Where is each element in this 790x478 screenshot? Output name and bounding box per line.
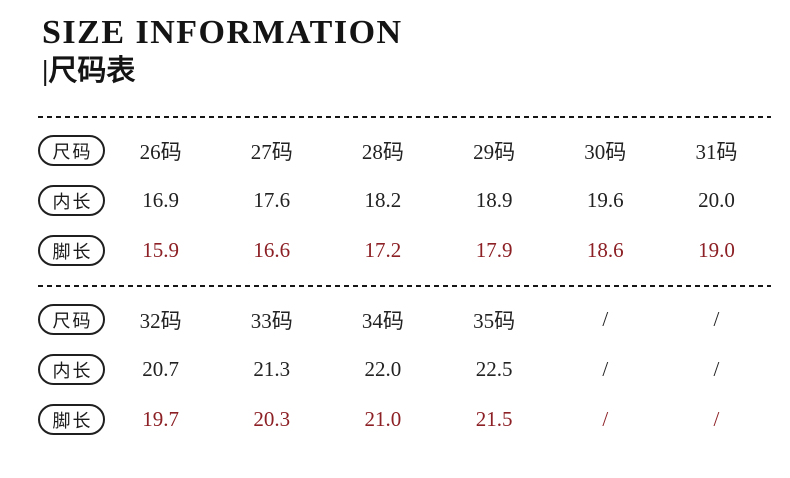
inner-length-cell: 20.0 bbox=[698, 188, 735, 212]
inner-length-cell: 16.9 bbox=[142, 188, 179, 212]
inner-length-cell: / bbox=[602, 357, 609, 381]
row-cells: 32码 33码 34码 35码 / / bbox=[105, 305, 772, 335]
foot-length-cell: 19.0 bbox=[698, 238, 735, 262]
foot-length-cell: 21.0 bbox=[364, 407, 402, 431]
size-cell: 31码 bbox=[695, 139, 738, 164]
size-cell: 34码 bbox=[361, 308, 404, 333]
table-row-inner-length: 内长 20.7 21.3 22.0 22.5 / / bbox=[38, 354, 772, 385]
size-cell: 28码 bbox=[361, 139, 404, 164]
inner-length-cell: 22.0 bbox=[364, 357, 402, 381]
row-label: 脚长 bbox=[52, 410, 93, 431]
foot-length-cell: 15.9 bbox=[142, 238, 179, 262]
row-label-pill-foot-length: 脚长 bbox=[38, 235, 105, 266]
foot-length-cell: / bbox=[602, 407, 609, 431]
foot-length-cell: 16.6 bbox=[253, 238, 291, 262]
row-cells: 16.9 17.6 18.2 18.9 19.6 20.0 bbox=[105, 188, 772, 213]
inner-length-cell: 19.6 bbox=[586, 188, 624, 212]
inner-length-cell: 22.5 bbox=[475, 357, 513, 381]
row-label: 脚长 bbox=[52, 241, 93, 262]
table-row-foot-length: 脚长 19.7 20.3 21.0 21.5 / / bbox=[38, 404, 772, 435]
size-cell: / bbox=[602, 307, 609, 331]
size-cell: 35码 bbox=[473, 308, 516, 333]
size-cell: 33码 bbox=[250, 308, 293, 333]
inner-length-cell: 21.3 bbox=[253, 357, 291, 381]
inner-length-cell: 17.6 bbox=[253, 188, 291, 212]
inner-length-cell: 20.7 bbox=[142, 357, 179, 381]
row-label-pill-inner-length: 内长 bbox=[38, 185, 105, 216]
inner-length-cell: 18.2 bbox=[364, 188, 402, 212]
row-cells: 19.7 20.3 21.0 21.5 / / bbox=[105, 407, 772, 432]
page-subtitle: |尺码表 bbox=[42, 55, 136, 87]
foot-length-cell: 17.2 bbox=[364, 238, 402, 262]
foot-length-cell: 19.7 bbox=[142, 407, 179, 431]
table-row-size: 尺码 32码 33码 34码 35码 / / bbox=[38, 304, 772, 335]
inner-length-cell: / bbox=[713, 357, 720, 381]
row-label: 尺码 bbox=[52, 141, 93, 162]
dashed-divider-top bbox=[38, 116, 771, 118]
size-cell: 27码 bbox=[250, 139, 293, 164]
foot-length-cell: 18.6 bbox=[586, 238, 624, 262]
size-cell: / bbox=[713, 307, 720, 331]
row-cells: 20.7 21.3 22.0 22.5 / / bbox=[105, 357, 772, 382]
row-label-pill-foot-length: 脚长 bbox=[38, 404, 105, 435]
size-table-lower: 尺码 32码 33码 34码 35码 / / 内长 20.7 21.3 22.0… bbox=[0, 304, 790, 435]
table-row-foot-length: 脚长 15.9 16.6 17.2 17.9 18.6 19.0 bbox=[38, 235, 772, 266]
row-cells: 15.9 16.6 17.2 17.9 18.6 19.0 bbox=[105, 238, 772, 263]
table-row-inner-length: 内长 16.9 17.6 18.2 18.9 19.6 20.0 bbox=[38, 185, 772, 216]
row-label: 内长 bbox=[52, 360, 93, 381]
size-cell: 30码 bbox=[584, 139, 627, 164]
size-cell: 32码 bbox=[139, 308, 182, 333]
dashed-divider-middle bbox=[38, 285, 771, 287]
size-cell: 26码 bbox=[139, 139, 182, 164]
page-title: SIZE INFORMATION bbox=[42, 14, 403, 51]
row-label-pill-inner-length: 内长 bbox=[38, 354, 105, 385]
foot-length-cell: / bbox=[713, 407, 720, 431]
header: SIZE INFORMATION |尺码表 bbox=[0, 0, 790, 88]
row-label-pill-size: 尺码 bbox=[38, 135, 105, 166]
table-row-size: 尺码 26码 27码 28码 29码 30码 31码 bbox=[38, 135, 772, 166]
foot-length-cell: 21.5 bbox=[475, 407, 513, 431]
row-label: 尺码 bbox=[52, 310, 93, 331]
foot-length-cell: 17.9 bbox=[475, 238, 513, 262]
size-table-upper: 尺码 26码 27码 28码 29码 30码 31码 内长 16.9 17.6 … bbox=[0, 135, 790, 266]
foot-length-cell: 20.3 bbox=[253, 407, 291, 431]
inner-length-cell: 18.9 bbox=[475, 188, 513, 212]
size-cell: 29码 bbox=[473, 139, 516, 164]
row-cells: 26码 27码 28码 29码 30码 31码 bbox=[105, 136, 772, 166]
row-label-pill-size: 尺码 bbox=[38, 304, 105, 335]
row-label: 内长 bbox=[52, 191, 93, 212]
